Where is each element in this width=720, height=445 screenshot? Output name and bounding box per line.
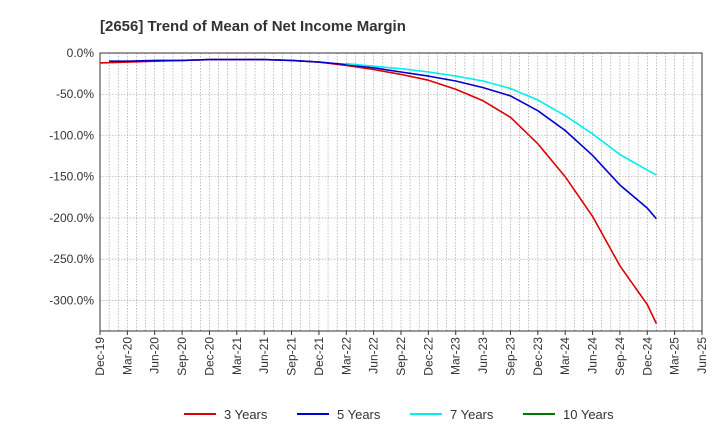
x-tick-label: Sep-24 — [613, 337, 627, 376]
y-tick-label: -200.0% — [49, 211, 94, 225]
x-tick-label: Sep-20 — [175, 337, 189, 376]
x-tick-label: Jun-20 — [148, 337, 162, 374]
x-tick-label: Dec-19 — [93, 337, 107, 376]
x-tick-label: Mar-20 — [120, 337, 134, 375]
x-tick-label: Sep-22 — [394, 337, 408, 376]
x-tick-label: Mar-25 — [668, 337, 682, 375]
chart-title: [2656] Trend of Mean of Net Income Margi… — [100, 18, 406, 35]
x-tick-label: Jun-23 — [476, 337, 490, 374]
legend: 3 Years 5 Years 7 Years 10 Years — [184, 407, 614, 422]
series-line-7-years — [346, 62, 657, 176]
x-tick-label: Sep-21 — [285, 337, 299, 376]
y-tick-label: -150.0% — [49, 170, 94, 184]
axis-layer: 0.0% -50.0% -100.0% -150.0% -200.0% -250.0% -3… — [49, 46, 709, 376]
x-tick-label: Dec-21 — [312, 337, 326, 376]
x-tick-label: Mar-24 — [558, 337, 572, 375]
x-tick-label: Dec-23 — [531, 337, 545, 376]
x-tick-label: Dec-20 — [202, 337, 216, 376]
series-line-3-years — [99, 58, 658, 324]
x-tick-label: Jun-22 — [367, 337, 381, 374]
x-tick-label: Mar-21 — [230, 337, 244, 375]
y-tick-label: -250.0% — [49, 252, 94, 266]
x-tick-label: Sep-23 — [503, 337, 517, 376]
series-line-5-years — [109, 58, 658, 220]
y-tick-label: -50.0% — [56, 87, 94, 101]
legend-label-3-years: 3 Years — [224, 407, 268, 422]
x-tick-label: Jun-25 — [695, 337, 709, 374]
x-tick-label: Dec-22 — [421, 337, 435, 376]
x-tick-label: Jun-21 — [257, 337, 271, 374]
grid-layer — [100, 53, 702, 331]
x-tick-label: Jun-24 — [586, 337, 600, 374]
y-tick-label: 0.0% — [67, 46, 95, 60]
y-tick-label: -300.0% — [49, 293, 94, 307]
x-tick-label: Mar-22 — [339, 337, 353, 375]
y-tick-label: -100.0% — [49, 128, 94, 142]
x-tick-label: Mar-23 — [449, 337, 463, 375]
legend-label-10-years: 10 Years — [563, 407, 614, 422]
legend-label-7-years: 7 Years — [450, 407, 494, 422]
x-tick-label: Dec-24 — [640, 337, 654, 376]
legend-label-5-years: 5 Years — [337, 407, 381, 422]
series-layer — [99, 58, 658, 324]
